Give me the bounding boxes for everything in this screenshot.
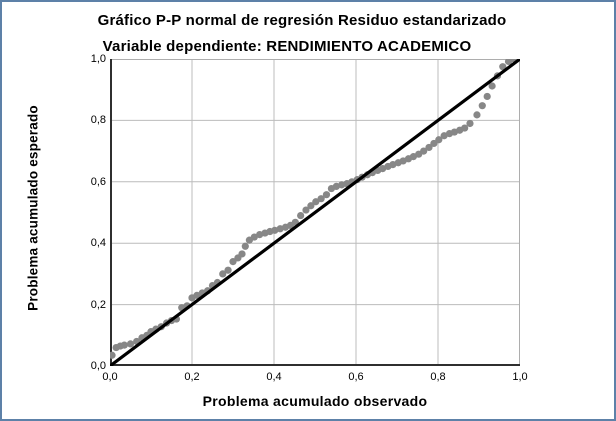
y-tick-label: 1,0 xyxy=(90,53,106,65)
data-point xyxy=(312,198,320,206)
chart-subtitle: Variable dependiente: RENDIMIENTO ACADEM… xyxy=(102,38,472,55)
chart-title: Gráfico P-P normal de regresión Residuo … xyxy=(97,12,507,29)
data-point xyxy=(473,111,481,119)
y-tick-label: 0,0 xyxy=(90,360,106,372)
data-point xyxy=(478,102,486,110)
x-tick-label: 0,8 xyxy=(430,371,446,383)
data-point xyxy=(317,195,325,203)
data-point xyxy=(425,143,433,152)
plot-area xyxy=(110,59,520,366)
data-point xyxy=(488,82,496,90)
data-point xyxy=(461,124,469,132)
x-tick-label: 1,0 xyxy=(512,371,528,383)
data-point xyxy=(241,242,249,250)
data-point xyxy=(126,340,135,348)
y-tick-label: 0,4 xyxy=(90,237,106,250)
x-tick-label: 0,2 xyxy=(184,371,200,383)
y-tick-label: 0,6 xyxy=(90,175,106,188)
data-point xyxy=(483,92,491,101)
data-point xyxy=(466,119,474,128)
x-tick-label: 0,4 xyxy=(266,371,282,383)
y-axis-title: Problema acumulado esperado xyxy=(25,105,41,311)
y-tick-label: 0,8 xyxy=(90,114,106,127)
x-tick-label: 0,6 xyxy=(348,371,364,383)
diagonal-reference-line xyxy=(110,59,520,366)
data-point xyxy=(504,59,513,66)
data-point xyxy=(435,136,443,144)
data-point xyxy=(120,341,128,349)
data-point xyxy=(297,211,305,220)
data-point xyxy=(420,147,428,155)
x-axis-title: Problema acumulado observado xyxy=(202,393,428,409)
data-point xyxy=(499,63,507,71)
data-point xyxy=(307,202,315,210)
data-point xyxy=(302,206,310,214)
x-tick-label: 0,0 xyxy=(102,371,118,383)
data-point xyxy=(110,351,116,359)
data-point xyxy=(224,266,232,274)
y-tick-label: 0,2 xyxy=(90,298,106,311)
data-point xyxy=(322,191,331,199)
pp-scatter-svg xyxy=(110,59,520,366)
data-point xyxy=(430,139,438,148)
data-point xyxy=(229,258,237,266)
data-point xyxy=(219,270,227,278)
data-point xyxy=(238,250,246,258)
